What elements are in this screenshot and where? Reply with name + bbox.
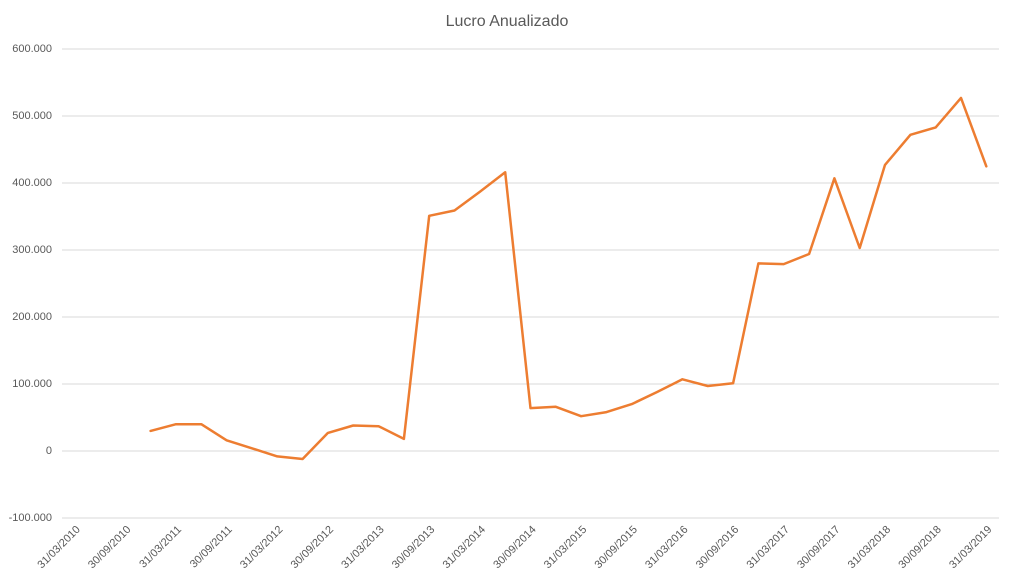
x-tick-label: 31/03/2019 xyxy=(947,524,994,571)
x-tick-label: 30/09/2016 xyxy=(694,524,741,571)
y-tick-label: 400.000 xyxy=(12,177,52,189)
x-tick-label: 30/09/2014 xyxy=(491,524,538,571)
y-tick-label: 600.000 xyxy=(12,43,52,55)
x-tick-label: 30/09/2013 xyxy=(390,524,437,571)
y-tick-label: 300.000 xyxy=(12,244,52,256)
x-tick-label: 30/09/2015 xyxy=(593,524,640,571)
x-tick-label: 30/09/2011 xyxy=(188,524,235,571)
x-tick-label: 31/03/2013 xyxy=(339,524,386,571)
chart-title: Lucro Anualizado xyxy=(446,13,569,30)
y-tick-label: 100.000 xyxy=(12,378,52,390)
x-tick-label: 30/09/2017 xyxy=(795,524,842,571)
y-tick-label: 0 xyxy=(46,445,52,457)
x-tick-label: 31/03/2010 xyxy=(35,524,82,571)
x-tick-label: 31/03/2018 xyxy=(846,524,893,571)
x-tick-label: 31/03/2011 xyxy=(137,524,184,571)
x-tick-label: 30/09/2010 xyxy=(86,524,133,571)
x-tick-label: 30/09/2012 xyxy=(289,524,336,571)
x-tick-label: 31/03/2012 xyxy=(238,524,285,571)
x-tick-label: 31/03/2016 xyxy=(643,524,690,571)
data-line xyxy=(149,96,988,461)
y-tick-label: -100.000 xyxy=(9,512,52,524)
x-tick-label: 31/03/2015 xyxy=(542,524,589,571)
x-tick-label: 30/09/2018 xyxy=(896,524,943,571)
y-tick-label: 200.000 xyxy=(12,311,52,323)
y-tick-label: 500.000 xyxy=(12,110,52,122)
x-tick-label: 31/03/2014 xyxy=(441,524,488,571)
x-tick-label: 31/03/2017 xyxy=(744,524,791,571)
